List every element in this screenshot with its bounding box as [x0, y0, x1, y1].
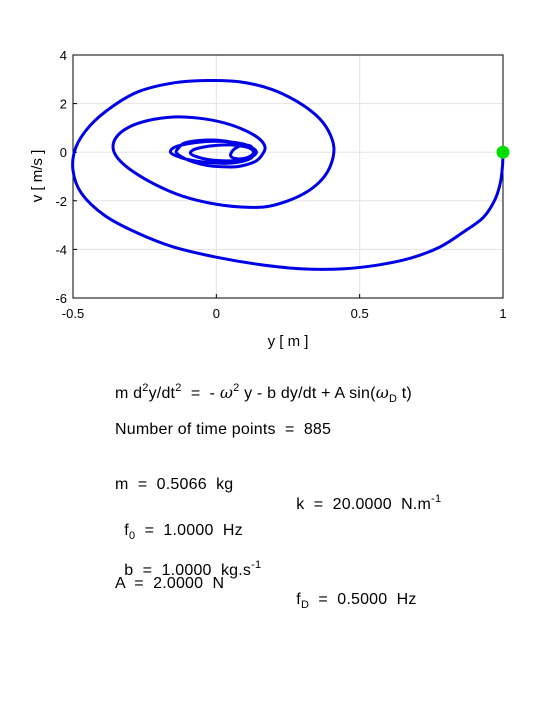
y-tick-label: -2 [55, 194, 67, 209]
natural-frequency-text: f0 = 1.0000 Hz [124, 522, 243, 542]
axis-ticks: -0.5 0 0.5 1 -6 -4 -2 0 2 4 [55, 48, 506, 321]
y-tick-label: 2 [60, 97, 67, 112]
start-point-marker [496, 145, 510, 159]
mass-text: m = 0.5066 kg [115, 476, 234, 493]
damping-text: b = 1.0000 kg.s-1 [124, 559, 262, 580]
equation: m d2y/dt2 = - ω2 y - b dy/dt + A sin(ωD … [115, 382, 412, 405]
time-points-text: Number of time points = 885 [115, 421, 332, 438]
spring-constant-text: k = 20.0000 N.m-1 [296, 493, 442, 514]
phase-plot: -0.5 0 0.5 1 -6 -4 -2 0 2 4 y [ m ] v [ m/s ] [29, 48, 510, 350]
y-tick-label: 0 [60, 145, 67, 160]
y-tick-label: -4 [55, 242, 67, 257]
y-tick-label: -6 [55, 291, 67, 306]
x-axis-label: y [ m ] [268, 333, 309, 350]
x-tick-label: 0.5 [351, 306, 369, 321]
x-tick-label: -0.5 [62, 306, 84, 321]
trajectory-line [71, 78, 505, 271]
amplitude-text: A = 2.0000 N [115, 575, 225, 592]
x-tick-label: 1 [499, 306, 506, 321]
y-tick-label: 4 [60, 48, 67, 63]
x-tick-label: 0 [213, 306, 220, 321]
y-axis-label: v [ m/s ] [29, 150, 46, 203]
driving-frequency-text: fD = 0.5000 Hz [296, 591, 417, 611]
